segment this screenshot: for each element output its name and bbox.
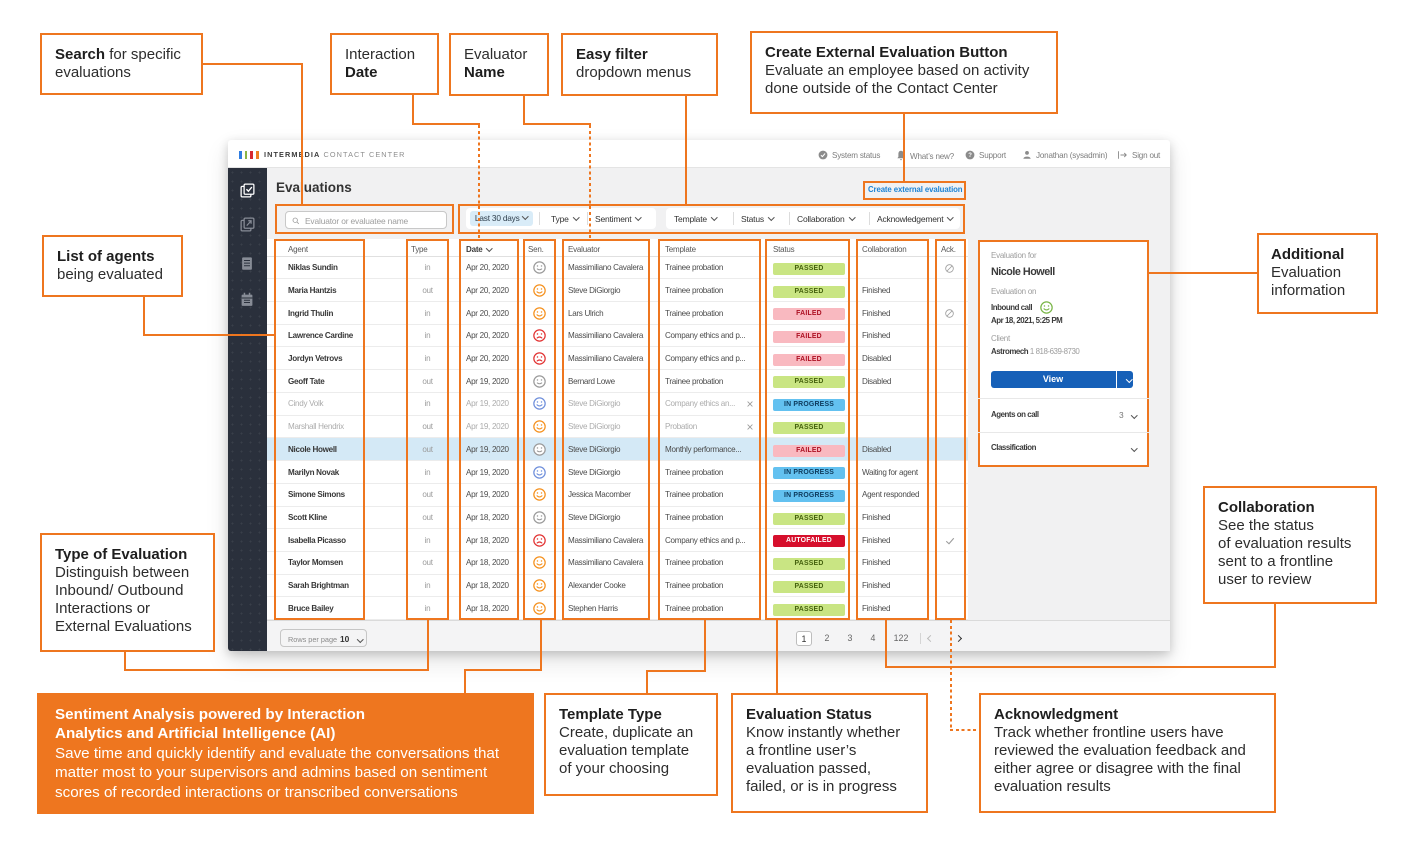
svg-text:?: ?: [968, 153, 972, 159]
